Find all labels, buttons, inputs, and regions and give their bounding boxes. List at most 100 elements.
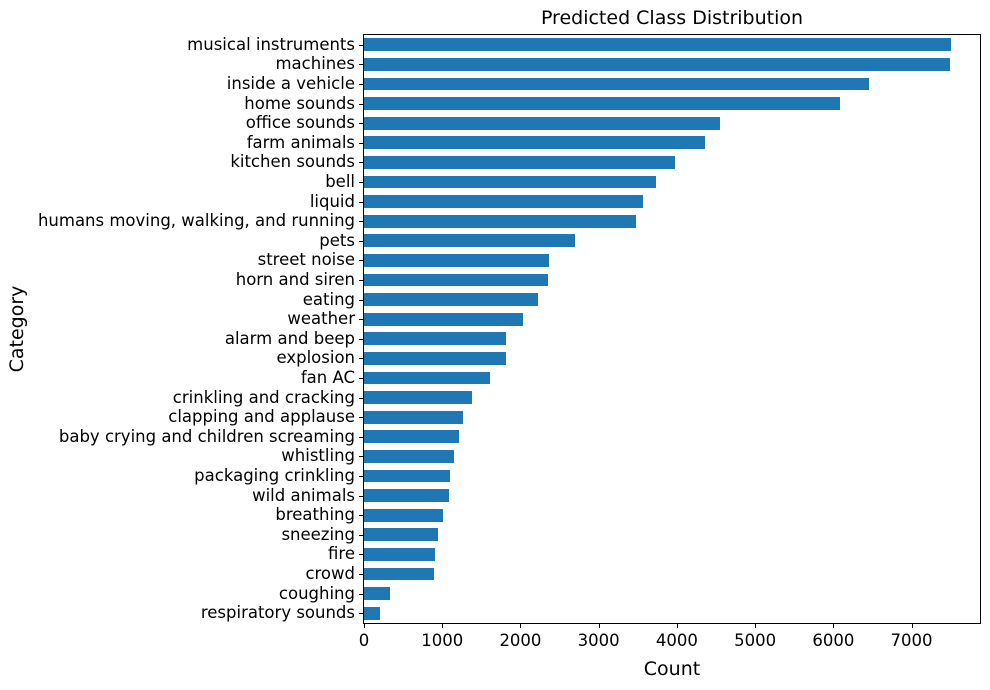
- x-tick-mark: [520, 624, 522, 628]
- y-tick-label: weather: [287, 309, 355, 329]
- y-tick-mark: [359, 436, 363, 438]
- bar: [364, 528, 439, 542]
- y-tick-mark: [359, 182, 363, 183]
- y-tick-mark: [359, 44, 363, 46]
- bar: [364, 430, 460, 444]
- bar: [364, 312, 523, 326]
- y-tick-mark: [359, 534, 363, 536]
- y-tick-mark: [359, 201, 363, 203]
- y-tick-label: crowd: [305, 564, 355, 583]
- bar: [364, 293, 539, 306]
- bar: [364, 116, 720, 130]
- y-tick-mark: [359, 142, 363, 144]
- y-tick-label: alarm and beep: [224, 328, 355, 348]
- y-axis-label: Category: [6, 285, 28, 373]
- y-tick-label: eating: [302, 289, 355, 309]
- x-tick-mark: [911, 624, 913, 628]
- y-tick-label: breathing: [275, 505, 355, 525]
- y-tick-mark: [359, 280, 363, 281]
- chart-title: Predicted Class Distribution: [540, 7, 804, 29]
- bar: [364, 371, 490, 385]
- y-tick-mark: [359, 64, 363, 66]
- y-tick-label: musical instruments: [187, 34, 355, 54]
- y-tick-label: fire: [328, 544, 355, 564]
- y-tick-mark: [359, 593, 363, 595]
- bar: [364, 58, 950, 71]
- y-tick-mark: [359, 84, 363, 85]
- bar: [364, 38, 951, 52]
- x-tick-label: 5000: [734, 631, 777, 650]
- bar: [364, 508, 443, 522]
- bar: [364, 489, 450, 502]
- plot-area: [363, 34, 981, 624]
- x-tick-label: 3000: [577, 631, 620, 650]
- y-tick-mark: [359, 515, 363, 517]
- bar: [364, 156, 675, 169]
- x-tick-label: 0: [358, 631, 370, 650]
- x-tick-label: 1000: [421, 631, 464, 650]
- bar: [364, 352, 506, 365]
- bar: [364, 450, 454, 463]
- y-tick-mark: [359, 338, 363, 340]
- y-tick-mark: [359, 378, 363, 379]
- x-tick-mark: [442, 624, 444, 628]
- y-tick-label: explosion: [276, 348, 355, 368]
- bar: [364, 214, 637, 228]
- y-tick-mark: [359, 240, 363, 242]
- x-tick-mark: [833, 624, 835, 628]
- bar: [364, 567, 435, 581]
- y-tick-mark: [359, 260, 363, 262]
- bar: [364, 97, 841, 110]
- y-tick-label: humans moving, walking, and running: [37, 211, 355, 231]
- y-tick-label: clapping and applause: [168, 407, 355, 427]
- y-tick-mark: [359, 495, 363, 497]
- y-tick-label: farm animals: [246, 132, 355, 152]
- x-tick-mark: [598, 624, 600, 628]
- y-tick-mark: [359, 319, 363, 321]
- y-tick-label: wild animals: [252, 485, 355, 505]
- y-tick-label: liquid: [309, 191, 355, 211]
- bar: [364, 606, 380, 620]
- x-tick-label: 6000: [812, 631, 855, 650]
- y-tick-label: inside a vehicle: [226, 74, 355, 93]
- y-tick-label: kitchen sounds: [230, 152, 355, 172]
- x-tick-mark: [364, 624, 365, 628]
- y-tick-label: office sounds: [245, 113, 355, 133]
- bar: [364, 195, 644, 208]
- bar: [364, 136, 706, 150]
- y-tick-mark: [359, 613, 363, 615]
- y-tick-mark: [359, 476, 363, 477]
- bar: [364, 469, 451, 483]
- y-tick-label: packaging crinkling: [194, 466, 355, 485]
- x-tick-label: 2000: [499, 631, 542, 650]
- y-tick-label: horn and siren: [235, 270, 355, 289]
- bar: [364, 254, 549, 267]
- y-tick-label: baby crying and children screaming: [58, 426, 355, 446]
- y-tick-label: street noise: [257, 250, 355, 270]
- bar: [364, 234, 576, 248]
- y-tick-mark: [359, 221, 363, 223]
- x-tick-mark: [755, 624, 757, 628]
- y-tick-mark: [359, 417, 363, 419]
- y-tick-mark: [359, 123, 363, 125]
- bar: [364, 391, 472, 404]
- bar: [364, 332, 507, 346]
- x-tick-label: 7000: [890, 631, 933, 650]
- y-tick-label: home sounds: [244, 93, 355, 113]
- bar: [364, 175, 656, 189]
- y-tick-label: crinkling and cracking: [172, 387, 355, 407]
- y-tick-label: whistling: [281, 446, 355, 466]
- y-tick-mark: [359, 162, 363, 164]
- x-tick-label: 4000: [655, 631, 698, 650]
- y-tick-mark: [359, 299, 363, 301]
- y-tick-label: sneezing: [281, 524, 355, 544]
- bar: [364, 410, 463, 424]
- y-tick-label: respiratory sounds: [200, 603, 355, 623]
- y-tick-label: coughing: [278, 583, 355, 603]
- bar: [364, 77, 869, 91]
- x-tick-mark: [676, 624, 678, 628]
- x-axis-label: Count: [643, 658, 701, 680]
- y-tick-mark: [359, 456, 363, 458]
- bar: [364, 548, 436, 561]
